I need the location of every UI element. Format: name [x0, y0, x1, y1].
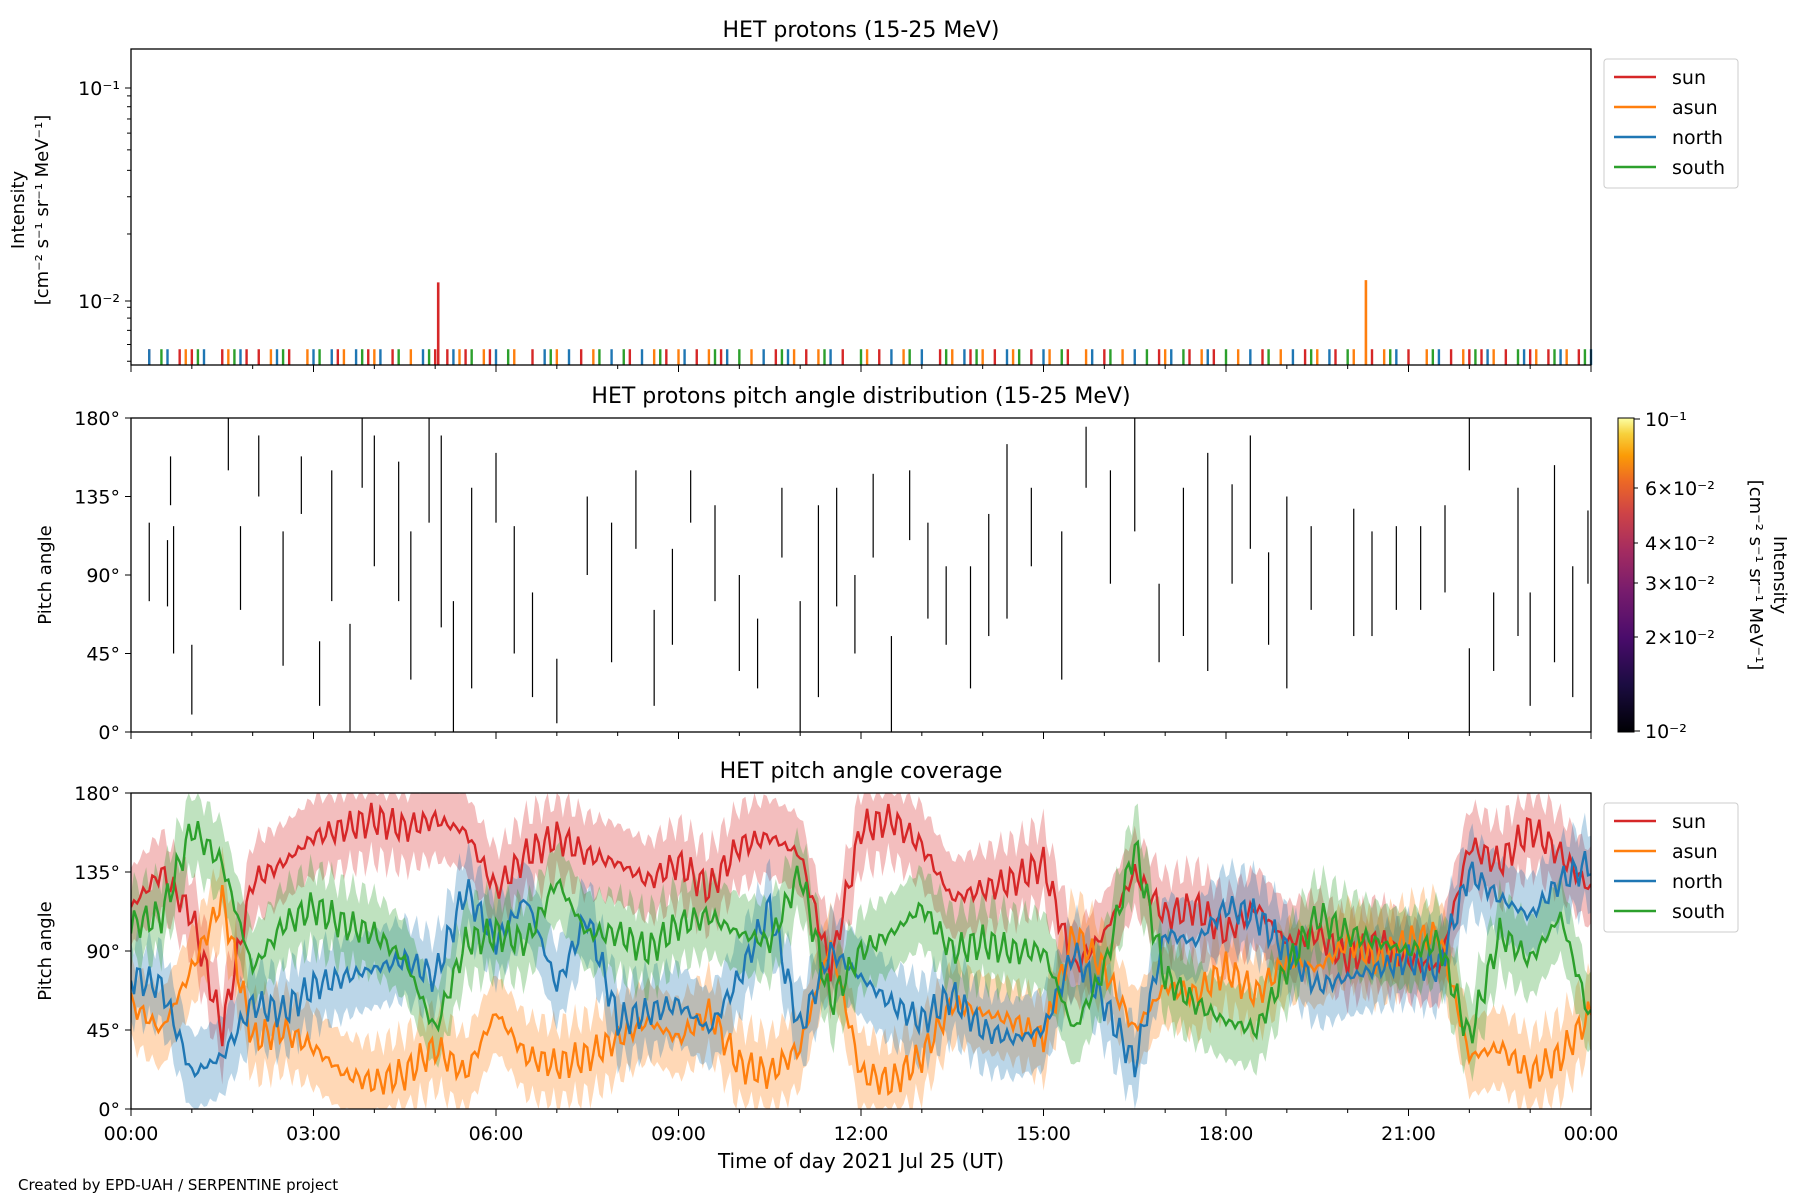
- legend-label-sun: sun: [1672, 811, 1706, 833]
- legend-label-asun: asun: [1672, 97, 1718, 119]
- coverage-band-sun: [131, 793, 1591, 1085]
- pad-panel-title: HET protons pitch angle distribution (15…: [591, 384, 1130, 409]
- pad-segments: [148, 418, 1589, 732]
- colorbar-tick-label: 10⁻²: [1645, 721, 1687, 743]
- x-tick-label: 06:00: [469, 1123, 524, 1145]
- x-tick-label: 21:00: [1381, 1123, 1436, 1145]
- intensity-y-tick-label: 10⁻¹: [78, 78, 120, 100]
- x-tick-label: 00:00: [1564, 1123, 1619, 1145]
- colorbar-tick-label: 3×10⁻²: [1645, 573, 1715, 595]
- legend-label-south: south: [1672, 157, 1725, 179]
- pad-y-tick-label: 0°: [98, 722, 120, 744]
- x-tick-label: 15:00: [1016, 1123, 1071, 1145]
- coverage-band-north: [131, 812, 1591, 1109]
- legend-frame: [1603, 58, 1739, 189]
- coverage-y-tick-label: 0°: [98, 1099, 120, 1121]
- coverage-panel: HET pitch angle coverage 180° 135° 90° 45° 0…: [35, 759, 1618, 1173]
- legend-label-sun: sun: [1672, 67, 1706, 89]
- x-tick-label: 00:00: [104, 1123, 159, 1145]
- coverage-band-asun: [131, 846, 1591, 1109]
- coverage-y-tick-label: 180°: [74, 783, 120, 805]
- intensity-spikes: [148, 280, 1593, 365]
- intensity-y-label-line2: [cm⁻² s⁻¹ sr⁻¹ MeV⁻¹]: [32, 115, 53, 306]
- x-tick-label: 09:00: [651, 1123, 706, 1145]
- legend-label-asun: asun: [1672, 841, 1718, 863]
- pad-y-label: Pitch angle: [35, 525, 56, 624]
- coverage-y-label: Pitch angle: [35, 901, 56, 1000]
- intensity-plot-frame: [130, 48, 1592, 366]
- x-axis-label: Time of day 2021 Jul 25 (UT): [717, 1149, 1004, 1173]
- colorbar-tick-label: 10⁻¹: [1645, 409, 1687, 431]
- coverage-y-tick-label: 90°: [86, 941, 120, 963]
- x-tick-label: 12:00: [834, 1123, 889, 1145]
- coverage-line-sun: [131, 802, 1591, 1047]
- pad-y-tick-label: 135°: [74, 487, 120, 509]
- intensity-y-label-line1: Intensity: [8, 170, 29, 249]
- coverage-panel-title: HET pitch angle coverage: [720, 759, 1003, 784]
- coverage-legend: sun asun north south: [1603, 802, 1739, 933]
- colorbar-label-line1: Intensity: [1769, 536, 1790, 615]
- coverage-bands: [131, 793, 1591, 1109]
- pad-panel: HET protons pitch angle distribution (15…: [35, 384, 1592, 744]
- legend-label-north: north: [1672, 871, 1723, 893]
- intensity-y-minor-ticks: [127, 95, 131, 362]
- intensity-x-ticks: [130, 365, 1592, 372]
- pad-y-tick-label: 90°: [86, 565, 120, 587]
- colorbar-tick-label: 2×10⁻²: [1645, 627, 1715, 649]
- intensity-panel-title: HET protons (15-25 MeV): [723, 18, 1000, 43]
- colorbar-label-line2: [cm⁻² s⁻¹ sr⁻¹ MeV⁻¹]: [1745, 480, 1766, 671]
- pad-x-ticks: [130, 732, 1592, 739]
- colorbar-tick-label: 6×10⁻²: [1645, 478, 1715, 500]
- colorbar-gradient: [1617, 417, 1635, 733]
- colorbar: 10⁻¹ 6×10⁻² 4×10⁻² 3×10⁻² 2×10⁻² 10⁻² In…: [1617, 409, 1790, 743]
- coverage-y-tick-label: 45°: [86, 1020, 120, 1042]
- intensity-panel: HET protons (15-25 MeV) 10⁻¹ 10⁻² Intens…: [8, 18, 1593, 372]
- pad-y-tick-label: 180°: [74, 408, 120, 430]
- intensity-y-tick-label: 10⁻²: [78, 291, 120, 313]
- x-tick-label: 03:00: [286, 1123, 341, 1145]
- coverage-x-axis: 00:00 03:00 06:00 09:00 12:00 15:00 18:00 21:00…: [104, 1109, 1619, 1145]
- intensity-y-axis: 10⁻¹ 10⁻²: [78, 78, 131, 313]
- coverage-line-north: [131, 850, 1591, 1079]
- intensity-legend: sun asun north south: [1603, 58, 1739, 189]
- pad-y-tick-label: 45°: [86, 644, 120, 666]
- coverage-lines: [131, 802, 1591, 1096]
- pad-y-axis: 180° 135° 90° 45° 0°: [74, 408, 131, 744]
- legend-label-north: north: [1672, 127, 1723, 149]
- coverage-y-axis: 180° 135° 90° 45° 0°: [74, 783, 131, 1121]
- x-tick-label: 18:00: [1199, 1123, 1254, 1145]
- legend-frame: [1603, 802, 1739, 933]
- colorbar-ticks: 10⁻¹ 6×10⁻² 4×10⁻² 3×10⁻² 2×10⁻² 10⁻²: [1634, 409, 1715, 743]
- coverage-y-tick-label: 135°: [74, 862, 120, 884]
- footer-credit: Created by EPD-UAH / SERPENTINE project: [18, 1176, 339, 1194]
- coverage-band-south: [131, 793, 1591, 1082]
- colorbar-tick-label: 4×10⁻²: [1645, 533, 1715, 555]
- legend-label-south: south: [1672, 901, 1725, 923]
- coverage-line-south: [131, 820, 1591, 1044]
